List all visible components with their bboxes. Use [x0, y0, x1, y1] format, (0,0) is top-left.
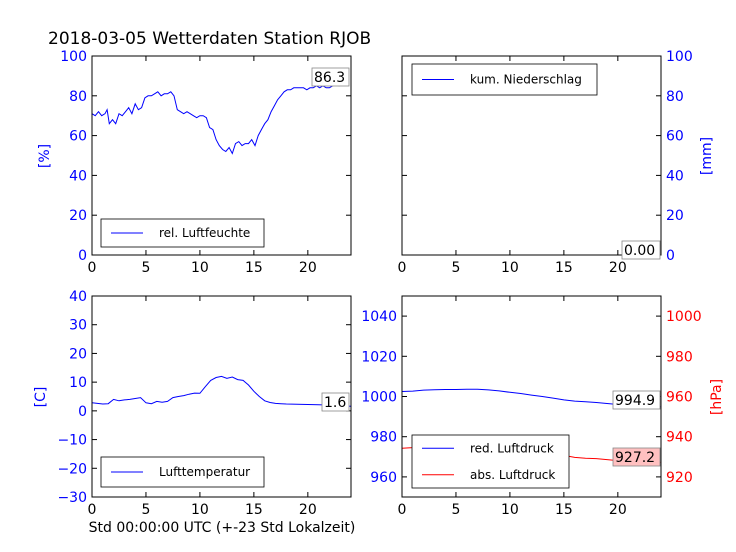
x-tick-label: 20 [299, 260, 317, 276]
y-tick-label: 940 [666, 430, 693, 446]
legend-label-1: abs. Luftdruck [470, 468, 555, 482]
y-tick-label: 980 [370, 430, 397, 446]
y-tick-label: 60 [666, 129, 684, 145]
y-tick-label: 960 [666, 390, 693, 406]
x-tick-label: 15 [245, 502, 263, 518]
x-tick-label: 20 [609, 260, 627, 276]
x-tick-label: 10 [191, 502, 209, 518]
y-tick-label: 1000 [666, 309, 702, 325]
precipitation-annotation-box [621, 240, 661, 260]
y-tick-label: 40 [666, 168, 684, 184]
y-tick-label: 980 [666, 349, 693, 365]
y-tick-label: 10 [69, 375, 87, 391]
y-tick-label: 1000 [361, 390, 397, 406]
temperature-annotation-box [321, 392, 350, 412]
x-tick-label: 15 [245, 260, 263, 276]
x-tick-label: 10 [191, 260, 209, 276]
y-tick-label: 30 [69, 318, 87, 334]
y-tick-label: 20 [69, 208, 87, 224]
y-tick-label: −20 [57, 461, 87, 477]
reduced-pressure-annotation-box [612, 390, 661, 410]
y-tick-label: 60 [69, 129, 87, 145]
precipitation-y-label: [mm] [699, 137, 715, 175]
x-tick-label: 0 [88, 502, 97, 518]
humidity-annotation: 86.3 [314, 70, 345, 86]
y-tick-label: 20 [69, 346, 87, 362]
x-tick-label: 5 [451, 260, 460, 276]
legend-label-0: rel. Luftfeuchte [159, 226, 250, 240]
x-tick-label: 0 [398, 260, 407, 276]
y-tick-label: 20 [666, 208, 684, 224]
y-tick-label: 80 [666, 89, 684, 105]
x-axis-label: Std 00:00:00 UTC (+-23 Std Lokalzeit) [89, 520, 356, 536]
y-tick-label: 40 [69, 168, 87, 184]
legend-label-0: Lufttemperatur [159, 465, 250, 479]
legend-label-0: red. Luftdruck [470, 441, 554, 455]
legend-label-0: kum. Niederschlag [470, 73, 582, 87]
y-tick-label: 40 [69, 289, 87, 305]
x-tick-label: 15 [555, 260, 573, 276]
figure-title: 2018-03-05 Wetterdaten Station RJOB [48, 29, 371, 49]
absolute-pressure-annotation-box [612, 447, 661, 467]
temperature-annotation: 1.6 [324, 395, 346, 411]
y-tick-label: 920 [666, 470, 693, 486]
y-tick-label: 100 [666, 49, 693, 65]
precipitation-annotation: 0.00 [624, 243, 655, 259]
precipitation-axes-frame [401, 55, 662, 256]
x-tick-label: 5 [141, 260, 150, 276]
y-tick-label: 100 [60, 49, 87, 65]
x-tick-label: 5 [451, 502, 460, 518]
x-tick-label: 0 [88, 260, 97, 276]
x-tick-label: 20 [609, 502, 627, 518]
humidity-annotation-box [311, 67, 350, 87]
y-tick-label: 0 [78, 404, 87, 420]
x-tick-label: 5 [141, 502, 150, 518]
reduced-pressure-annotation: 994.9 [615, 393, 655, 409]
y-tick-label: −10 [57, 433, 87, 449]
pressure-y-label-right: [hPa] [709, 379, 725, 415]
humidity-series-line [91, 83, 349, 155]
humidity-panel: 0 5 10 15 20 0 20 40 60 80 100 [%] rel. Luftfeuchte 8… [37, 49, 352, 276]
x-tick-label: 0 [398, 502, 407, 518]
temperature-y-label: [C] [33, 387, 49, 408]
humidity-y-label: [%] [37, 144, 53, 168]
y-tick-label: 0 [78, 248, 87, 264]
legend-box [411, 434, 570, 489]
y-tick-label: 0 [666, 248, 675, 264]
x-tick-label: 20 [299, 502, 317, 518]
humidity-axes-frame [91, 55, 352, 256]
temperature-panel: 0 5 10 15 20 −30 −20 −10 0 10 20 30 40 [C] Lufttempera… [33, 289, 352, 518]
y-tick-label: 1040 [361, 309, 397, 325]
pressure-panel: 0 5 10 15 20 960 980 1000 1020 1040 920 940 960 980 10… [361, 295, 725, 518]
x-tick-label: 15 [555, 502, 573, 518]
y-tick-label: 960 [370, 470, 397, 486]
x-tick-label: 10 [501, 502, 519, 518]
x-tick-label: 10 [501, 260, 519, 276]
y-tick-label: 1020 [361, 349, 397, 365]
precipitation-panel: 0 5 10 15 20 0 20 40 60 80 100 [mm] kum. Niederschla… [398, 49, 715, 276]
temperature-axes-frame [91, 295, 352, 498]
temperature-series-line [91, 375, 352, 407]
y-tick-label: 80 [69, 89, 87, 105]
y-tick-label: −30 [57, 490, 87, 506]
absolute-pressure-annotation: 927.2 [615, 450, 655, 466]
